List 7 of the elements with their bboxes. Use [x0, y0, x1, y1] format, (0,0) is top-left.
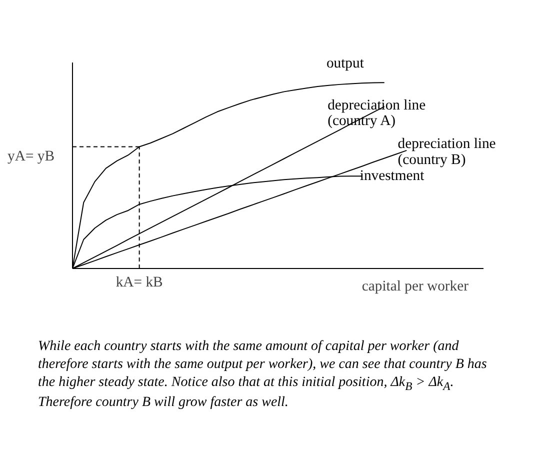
series-label: output [326, 55, 364, 72]
series-label: depreciation line (country B) [398, 136, 496, 168]
x-axis-title: capital per worker [362, 278, 469, 294]
series-label: investment [360, 168, 424, 184]
text: While each country starts with the same amount of capital per worker (and therefore starts with the same output per worker), we can see that country B has the higher steady state. Notice also that at this initial position, Δk$_{B}$ > Δk$_{A}$. Therefore country B will grow faster as well. [38, 339, 487, 410]
text: kA= kB [116, 274, 164, 290]
ref-line-label: yA= yB [8, 148, 55, 165]
